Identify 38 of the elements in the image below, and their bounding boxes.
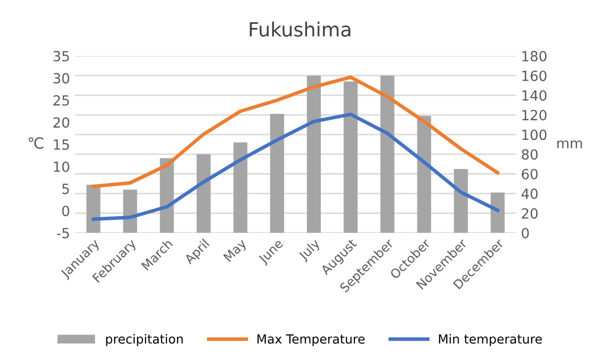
bar xyxy=(86,184,100,233)
line-series xyxy=(92,112,500,221)
y-tick-label: 5 xyxy=(62,184,69,194)
y-tick-label: 20 xyxy=(53,117,70,128)
y2-tick-label: 140 xyxy=(522,90,546,101)
bar xyxy=(123,190,138,233)
bar xyxy=(380,76,394,233)
bar xyxy=(344,82,358,233)
y-tick-label: 25 xyxy=(53,95,69,106)
y-tick-label: 35 xyxy=(54,50,69,62)
y-tick-label: 0 xyxy=(62,206,70,216)
bar xyxy=(196,154,211,233)
y2-tick-label: 100 xyxy=(522,130,546,140)
y-tick-label: -5 xyxy=(56,228,69,238)
bar xyxy=(490,192,505,233)
y2-tick-label: 40 xyxy=(522,188,538,200)
bar xyxy=(454,168,468,233)
y2-tick-label: 160 xyxy=(522,70,546,82)
y2-tick-label: 60 xyxy=(522,168,538,180)
y2-tick-label: 120 xyxy=(522,110,546,120)
y-tick-label: 10 xyxy=(54,161,70,172)
y2-axis-title: mm xyxy=(557,140,582,148)
y-axis-title: ℃ xyxy=(28,137,44,149)
y-tick-label: 15 xyxy=(54,140,69,150)
legend-label: Min temperature xyxy=(438,334,542,346)
bar xyxy=(270,114,284,233)
legend-label: Max Temperature xyxy=(257,334,365,346)
bar xyxy=(306,76,321,233)
legend-label: precipitation xyxy=(106,334,183,346)
bar xyxy=(233,142,248,233)
bar xyxy=(417,116,432,233)
line-series xyxy=(92,75,500,188)
y2-tick-label: 80 xyxy=(522,149,538,160)
chart-title: Fukushima xyxy=(250,22,350,37)
y2-tick-label: 20 xyxy=(522,208,538,219)
y-tick-label: 30 xyxy=(54,73,70,84)
y2-tick-label: 0 xyxy=(522,228,529,238)
y2-tick-label: 180 xyxy=(522,50,546,62)
